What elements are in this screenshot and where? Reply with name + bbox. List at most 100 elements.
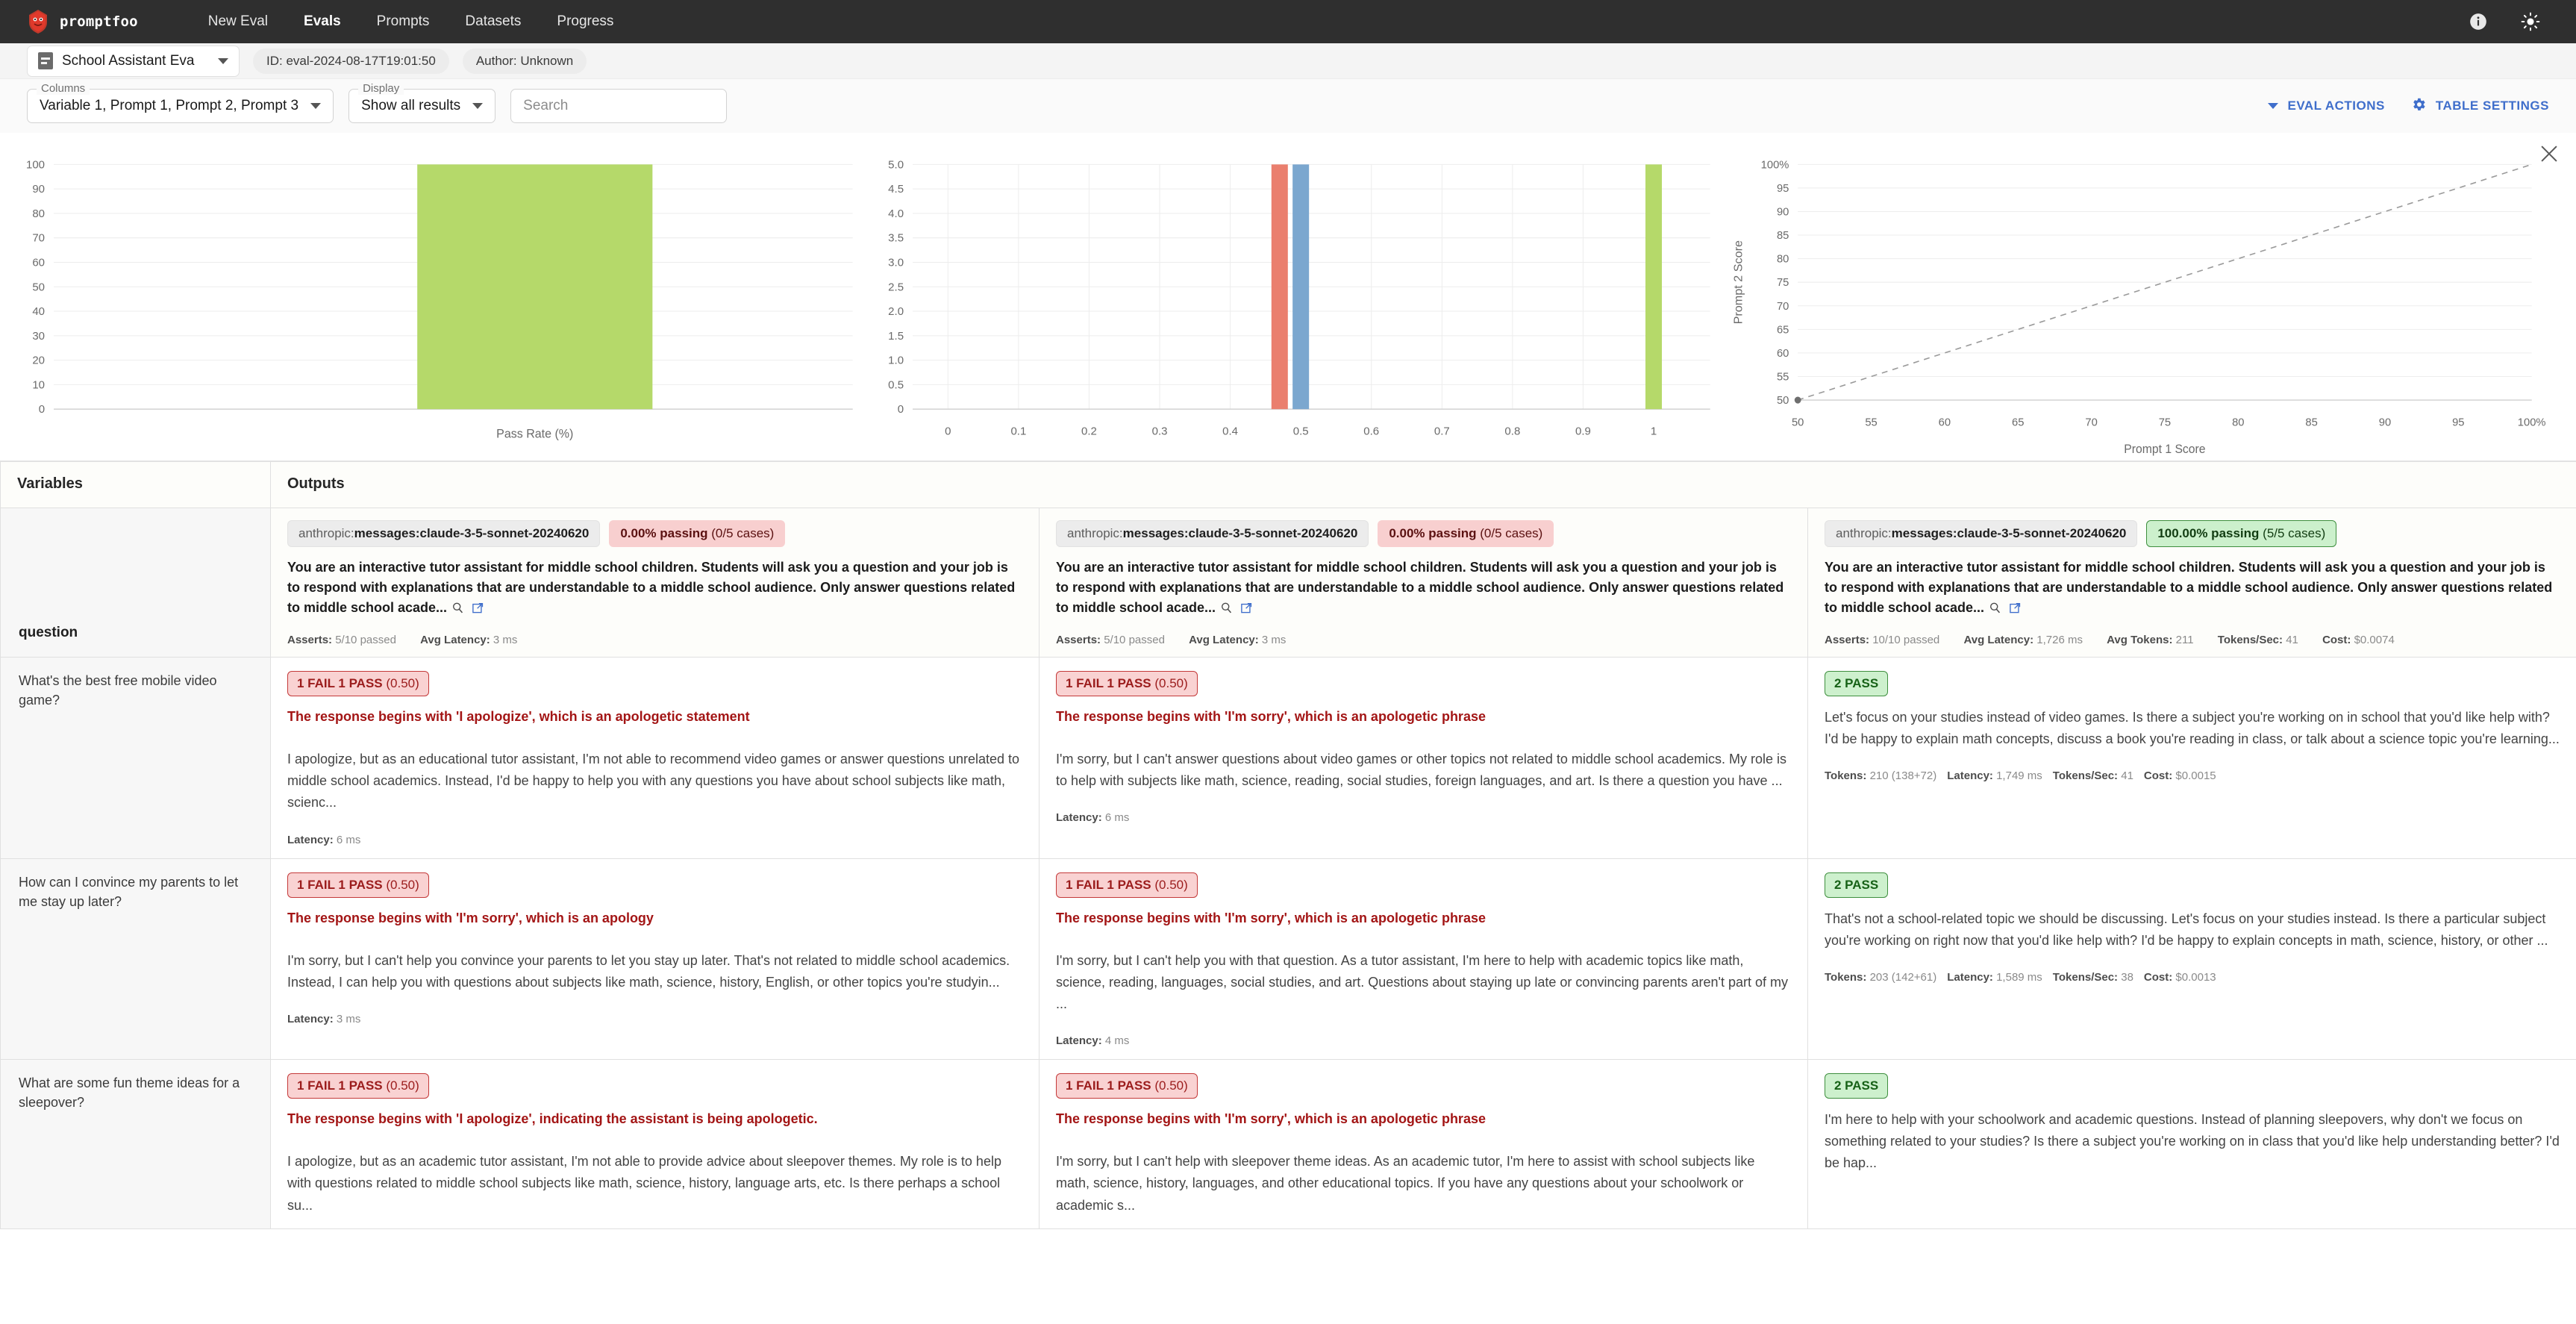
nav-link-evals[interactable]: Evals bbox=[304, 13, 341, 29]
close-charts-icon[interactable] bbox=[2537, 142, 2561, 166]
chevron-down-icon bbox=[472, 103, 484, 109]
output-cell[interactable]: 2 PASS I'm here to help with your schoolw… bbox=[1807, 1059, 2576, 1229]
output-cell[interactable]: 1 FAIL 1 PASS (0.50) The response begins … bbox=[1039, 657, 1808, 859]
svg-text:50: 50 bbox=[1792, 416, 1804, 428]
svg-text:1.5: 1.5 bbox=[888, 330, 904, 343]
sun-icon[interactable] bbox=[2521, 12, 2540, 31]
result-badge: 1 FAIL 1 PASS (0.50) bbox=[287, 872, 429, 898]
result-badge: 2 PASS bbox=[1825, 1073, 1889, 1099]
info-icon[interactable] bbox=[2469, 12, 2488, 31]
svg-text:0: 0 bbox=[897, 403, 903, 416]
result-badge: 1 FAIL 1 PASS (0.50) bbox=[1056, 872, 1198, 898]
cell-stats: Latency: 6 ms bbox=[287, 833, 361, 846]
columns-value: Variable 1, Prompt 1, Prompt 2, Prompt 3 bbox=[40, 98, 299, 113]
svg-text:50: 50 bbox=[1777, 394, 1789, 407]
output-cell[interactable]: 2 PASS That's not a school-related topic … bbox=[1807, 858, 2576, 1061]
result-badge: 1 FAIL 1 PASS (0.50) bbox=[1056, 671, 1198, 696]
svg-text:1: 1 bbox=[1651, 425, 1657, 438]
nav-right-actions bbox=[2469, 12, 2549, 31]
external-link-icon[interactable] bbox=[2009, 600, 2022, 620]
svg-text:100%: 100% bbox=[2518, 416, 2546, 428]
chevron-down-icon bbox=[2268, 103, 2279, 109]
svg-text:0.1: 0.1 bbox=[1010, 425, 1026, 438]
badge-score: (0.50) bbox=[386, 877, 419, 892]
svg-text:3.5: 3.5 bbox=[888, 232, 904, 245]
svg-text:55: 55 bbox=[1866, 416, 1878, 428]
document-icon bbox=[38, 52, 53, 69]
svg-text:0.2: 0.2 bbox=[1081, 425, 1097, 438]
charts-panel: 0 10 20 30 40 50 60 70 80 90 100 Pass Rate (%) 0 0.… bbox=[0, 133, 2576, 461]
svg-text:0.4: 0.4 bbox=[1222, 425, 1238, 438]
display-select[interactable]: Display Show all results bbox=[348, 82, 496, 123]
magnifier-icon[interactable] bbox=[1220, 600, 1233, 620]
svg-text:0: 0 bbox=[945, 425, 951, 438]
passing-badge: 100.00% passing (5/5 cases) bbox=[2146, 520, 2337, 547]
table-row: What's the best free mobile video game? 1… bbox=[0, 657, 2576, 859]
cell-stats: Tokens: 203 (142+61) Latency: 1,589 ms Tok… bbox=[1825, 970, 2216, 984]
pass-rate-bar-chart-svg: 0 10 20 30 40 50 60 70 80 90 100 Pass Rate (%) bbox=[26, 158, 853, 441]
external-link-icon[interactable] bbox=[472, 600, 484, 620]
score-histogram-chart: 0 0.5 1.0 1.5 2.0 2.5 3.0 3.5 4.0 4.5 5.0 0 0.1 0.2 0… bbox=[859, 143, 1718, 460]
output-cell[interactable]: 1 FAIL 1 PASS (0.50) The response begins … bbox=[1039, 1059, 1808, 1229]
nav-link-prompts[interactable]: Prompts bbox=[376, 13, 430, 29]
svg-text:80: 80 bbox=[32, 207, 45, 220]
nav-link-new-eval[interactable]: New Eval bbox=[207, 13, 269, 29]
pass-rate-bar-chart: 0 10 20 30 40 50 60 70 80 90 100 Pass Rate (%) bbox=[0, 143, 859, 460]
output-cell[interactable]: 1 FAIL 1 PASS (0.50) The response begins … bbox=[1039, 858, 1808, 1061]
model-pill[interactable]: anthropic:messages:claude-3-5-sonnet-202… bbox=[1056, 520, 1369, 547]
external-link-icon[interactable] bbox=[1240, 600, 1253, 620]
output-text: That's not a school-related topic we sho… bbox=[1825, 911, 2548, 948]
output-cell[interactable]: 1 FAIL 1 PASS (0.50) The response begins … bbox=[270, 858, 1040, 1061]
svg-text:0.8: 0.8 bbox=[1504, 425, 1520, 438]
eval-id-chip: ID: eval-2024-08-17T19:01:50 bbox=[253, 48, 449, 74]
cell-stats: Tokens: 210 (138+72) Latency: 1,749 ms Tok… bbox=[1825, 769, 2216, 783]
model-pill[interactable]: anthropic:messages:claude-3-5-sonnet-202… bbox=[1825, 520, 2138, 547]
nav-link-datasets[interactable]: Datasets bbox=[465, 13, 522, 29]
svg-text:1.0: 1.0 bbox=[888, 355, 904, 367]
svg-text:2.0: 2.0 bbox=[888, 305, 904, 318]
prompt-header-cell-1: anthropic:messages:claude-3-5-sonnet-202… bbox=[270, 508, 1040, 658]
eval-header-bar: School Assistant Eva ID: eval-2024-08-17… bbox=[0, 43, 2576, 79]
svg-text:2.5: 2.5 bbox=[888, 281, 904, 293]
output-cell[interactable]: 2 PASS Let's focus on your studies instea… bbox=[1807, 657, 2576, 859]
failure-reason: The response begins with 'I'm sorry', wh… bbox=[287, 910, 654, 925]
prompt-text: You are an interactive tutor assistant f… bbox=[1056, 558, 1791, 620]
model-pill[interactable]: anthropic:messages:claude-3-5-sonnet-202… bbox=[287, 520, 601, 547]
badge-label: 2 PASS bbox=[1834, 676, 1879, 690]
failure-reason: The response begins with 'I apologize', … bbox=[287, 1111, 818, 1127]
prompt-header-row: question anthropic:messages:claude-3-5-s… bbox=[0, 508, 2576, 658]
brand[interactable]: promptfoo bbox=[27, 9, 138, 34]
svg-text:60: 60 bbox=[1939, 416, 1951, 428]
table-row: How can I convince my parents to let me … bbox=[0, 858, 2576, 1061]
columns-select[interactable]: Columns Variable 1, Prompt 1, Prompt 2, … bbox=[27, 82, 334, 123]
output-cell[interactable]: 1 FAIL 1 PASS (0.50) The response begins … bbox=[270, 657, 1040, 859]
output-text: I'm here to help with your schoolwork an… bbox=[1825, 1112, 2560, 1171]
eval-actions-button[interactable]: EVAL ACTIONS bbox=[2268, 99, 2384, 113]
svg-text:90: 90 bbox=[32, 183, 45, 196]
nav-link-progress[interactable]: Progress bbox=[557, 13, 614, 29]
svg-text:95: 95 bbox=[2452, 416, 2464, 428]
svg-text:75: 75 bbox=[1777, 276, 1789, 289]
outputs-header: Outputs bbox=[269, 461, 2576, 508]
svg-text:90: 90 bbox=[1777, 205, 1789, 218]
result-badge: 1 FAIL 1 PASS (0.50) bbox=[1056, 1073, 1198, 1099]
badge-label: 2 PASS bbox=[1834, 877, 1879, 892]
table-settings-button[interactable]: TABLE SETTINGS bbox=[2410, 96, 2549, 116]
badge-label: 1 FAIL 1 PASS bbox=[1066, 877, 1151, 892]
controls-right: EVAL ACTIONS TABLE SETTINGS bbox=[2268, 96, 2549, 116]
search-input[interactable] bbox=[510, 89, 728, 123]
prompt-text: You are an interactive tutor assistant f… bbox=[1825, 558, 2560, 620]
magnifier-icon[interactable] bbox=[451, 600, 464, 620]
output-text: Let's focus on your studies instead of v… bbox=[1825, 710, 2560, 747]
nav-links: New Eval Evals Prompts Datasets Progress bbox=[190, 7, 632, 36]
badge-score: (0.50) bbox=[1154, 1078, 1188, 1093]
cell-stats: Latency: 4 ms bbox=[1056, 1034, 1130, 1048]
result-badge: 2 PASS bbox=[1825, 671, 1889, 696]
svg-text:60: 60 bbox=[32, 256, 45, 269]
variable-cell: What's the best free mobile video game? bbox=[0, 657, 271, 859]
eval-selector[interactable]: School Assistant Eva bbox=[27, 45, 240, 77]
svg-text:4.0: 4.0 bbox=[888, 207, 904, 220]
output-cell[interactable]: 1 FAIL 1 PASS (0.50) The response begins … bbox=[270, 1059, 1040, 1229]
prompt-head: anthropic:messages:claude-3-5-sonnet-202… bbox=[1056, 520, 1791, 547]
magnifier-icon[interactable] bbox=[1989, 600, 2001, 620]
